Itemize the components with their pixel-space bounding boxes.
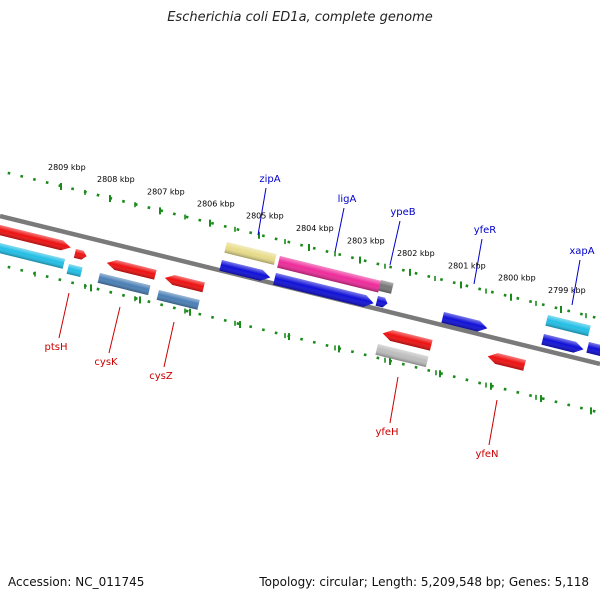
gene-yfeR-leader — [473, 238, 483, 285]
gene-xapA-label: xapA — [569, 246, 594, 257]
gene-ptsH-label: ptsH — [45, 342, 68, 353]
gene-arrow-zipA — [224, 242, 277, 265]
gene-xapA-leader — [571, 259, 581, 306]
gene-arrow-yfeH — [375, 344, 429, 368]
gene-yfeH-leader — [389, 376, 399, 424]
gene-ptsH-leader — [58, 292, 70, 339]
gene-arrow-ligA — [277, 256, 381, 293]
feature-track — [0, 225, 600, 371]
gene-zipA-leader — [257, 187, 267, 236]
gene-arrow-unlabeled — [0, 225, 71, 251]
scale-tick-label: 2805 kbp — [246, 212, 284, 221]
gene-arrow-unlabeled — [378, 280, 394, 294]
gene-arrow-cysK — [97, 273, 151, 296]
scale-tick-label: 2800 kbp — [498, 274, 536, 283]
gene-yfeH-label: yfeH — [375, 427, 398, 438]
scale-tick-label: 2801 kbp — [448, 261, 486, 270]
gene-arrow-cysZ — [164, 275, 205, 293]
accession-text: Accession: NC_011745 — [8, 575, 145, 589]
gene-cysK-label: cysK — [94, 357, 118, 368]
gene-yfeN-leader — [488, 399, 498, 446]
gene-arrow-ypeB — [375, 296, 388, 308]
gene-arrow-unlabeled — [586, 342, 600, 358]
gene-arrow-unlabeled — [66, 264, 83, 278]
gene-yfeR-label: yfeR — [474, 225, 497, 236]
gene-zipA-label: zipA — [259, 174, 280, 185]
gene-arrow-xapA — [545, 315, 591, 337]
gene-arrow-unlabeled — [106, 260, 157, 280]
gene-cysZ-label: cysZ — [149, 371, 173, 382]
label-layer: zipA ligA ypeB yfeR xapA ptsH cysK cysZ yfeH yfeN — [45, 174, 595, 460]
scale-tick-label: 2807 kbp — [147, 187, 185, 196]
upper-ruler: 2809 kbp 2808 kbp 2807 kbp 2806 kbp 2805 kbp… — [0, 163, 600, 320]
scale-tick-label: 2808 kbp — [97, 175, 135, 184]
gene-arrow-unlabeled — [73, 249, 87, 260]
scale-tick-label: 2802 kbp — [397, 249, 435, 258]
gene-arrow-unlabeled — [273, 273, 374, 307]
scale-tick-label: 2799 kbp — [548, 286, 586, 295]
gene-ypeB-leader — [389, 220, 401, 266]
gene-arrow-unlabeled — [382, 330, 433, 351]
gene-arrow-unlabeled — [219, 260, 271, 281]
scale-tick-label: 2809 kbp — [48, 163, 86, 172]
scale-tick-label: 2804 kbp — [296, 224, 334, 233]
topology-text: Topology: circular; Length: 5,209,548 bp… — [259, 575, 589, 589]
gene-yfeN-label: yfeN — [475, 449, 498, 460]
map-title: Escherichia coli ED1a, complete genome — [167, 10, 433, 25]
gene-arrow-unlabeled — [541, 334, 584, 353]
gene-arrow-unlabeled — [0, 243, 66, 269]
gene-ypeB-label: ypeB — [390, 207, 415, 218]
gene-arrow-yfeN — [487, 353, 526, 371]
scale-tick-label: 2806 kbp — [197, 200, 235, 209]
gene-ligA-label: ligA — [338, 194, 357, 205]
lower-ruler — [0, 263, 600, 415]
gene-cysK-leader — [108, 306, 121, 354]
scale-tick-label: 2803 kbp — [347, 237, 385, 246]
gene-arrow-cysZ-pair — [156, 290, 200, 310]
gene-cysZ-leader — [163, 321, 175, 368]
gene-arrow-yfeR — [441, 312, 488, 332]
gene-ligA-leader — [334, 207, 345, 253]
